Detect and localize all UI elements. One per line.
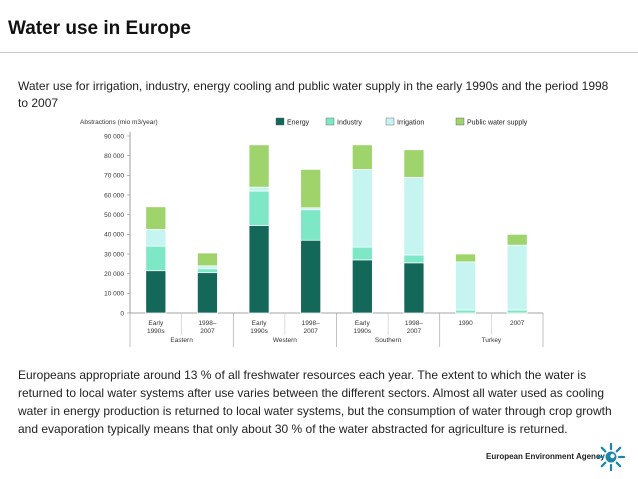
bar-segment [248,186,270,192]
x-tick-label: 1990 [458,320,473,327]
bar-segment [455,309,476,314]
legend-swatch [275,117,285,126]
bar-segment [403,176,425,256]
x-tick-label: Early [148,320,164,327]
x-tick-label: 1998– [302,320,320,327]
y-tick-label: 20 000 [104,271,124,278]
bar-segment [351,246,373,261]
y-tick-label: 50 000 [104,212,124,219]
eea-logo-icon [596,442,626,472]
bar-segment [506,309,528,314]
bar-segment [300,209,322,241]
group-label: Turkey [482,337,502,344]
bar-segment [506,233,528,246]
legend-swatch [385,117,395,126]
legend-label: Energy [287,120,310,127]
eea-name: European Environment Agency [486,452,605,461]
bar-segment [145,245,167,272]
bar-segment [300,239,322,314]
bar-segment [248,144,270,188]
bar-segment [403,149,425,178]
y-tick-label: 0 [120,310,124,317]
x-tick-label: 2007 [510,320,525,327]
y-tick-label: 10 000 [104,291,124,298]
x-tick-label: Early [252,320,268,327]
bar-segment [506,244,528,311]
bar-segment [455,253,476,263]
x-tick-label: 1998– [405,320,423,327]
bar-segment [197,265,218,270]
x-tick-label: 2007 [200,328,215,335]
chart-subtitle: Water use for irrigation, industry, ener… [18,79,609,110]
bar-segment [403,254,425,264]
legend-swatch [325,117,335,126]
bar-segment [197,252,218,267]
legend-label: Industry [337,120,362,127]
bar-segment [145,229,167,247]
bar-segment [145,270,167,314]
x-tick-label: 1990s [353,328,371,335]
y-tick-label: 60 000 [104,192,124,199]
y-tick-label: 90 000 [104,133,124,140]
bar-segment [403,262,425,314]
y-tick-label: 80 000 [104,153,124,160]
title-divider [0,52,638,53]
bar-segment [300,169,322,209]
y-tick-label: 70 000 [104,173,124,180]
bar-segment [248,190,270,226]
x-tick-label: Early [355,320,371,327]
x-tick-label: 1998– [198,320,216,327]
x-tick-label: 1990s [250,328,268,335]
group-label: Eastern [170,337,193,344]
body-paragraph: Europeans appropriate around 13 % of all… [18,368,612,436]
group-label: Southern [375,337,402,344]
bar-segment [351,259,373,314]
bar-segment [197,268,218,274]
x-tick-label: 2007 [303,328,318,335]
y-tick-label: 40 000 [104,232,124,239]
x-tick-label: 1990s [147,328,165,335]
group-label: Western [273,337,297,344]
legend-swatch [455,117,465,126]
legend-label: Public water supply [467,120,528,127]
stacked-bar-chart: Abstractions (mio m3/year) Energy Industry… [80,117,544,347]
legend-label: Irrigation [397,120,424,127]
bar-segment [197,272,218,314]
bar-segment [145,206,167,230]
x-tick-label: 2007 [407,328,422,335]
bar-segment [248,225,270,314]
page-title: Water use in Europe [8,18,191,39]
bar-segment [351,169,373,248]
eea-footer: European Environment Agency [486,440,636,476]
bar-segment [351,144,373,170]
y-tick-label: 30 000 [104,251,124,258]
bar-segment [455,261,476,311]
y-axis-label: Abstractions (mio m3/year) [80,119,158,126]
